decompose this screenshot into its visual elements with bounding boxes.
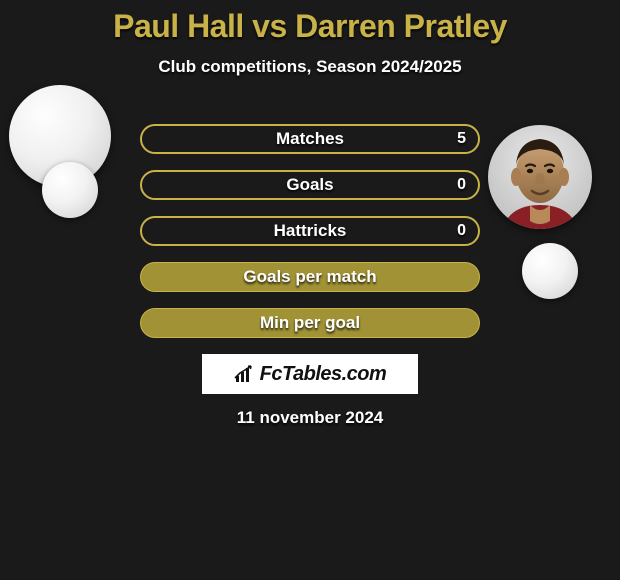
stat-row: Hattricks 0 [140,216,480,246]
club-right-badge [522,243,578,299]
club-left-badge [42,162,98,218]
subtitle: Club competitions, Season 2024/2025 [0,57,620,77]
stat-label: Matches [276,129,344,149]
date-text: 11 november 2024 [0,408,620,428]
player-right-avatar [488,125,592,229]
stat-row: Goals 0 [140,170,480,200]
stat-row: Goals per match [140,262,480,292]
stat-bars: Matches 5 Goals 0 Hattricks 0 Goals per match M… [140,124,480,354]
stat-label: Hattricks [274,221,347,241]
stat-right-value: 0 [457,222,466,240]
stat-row: Min per goal [140,308,480,338]
stat-label: Goals [286,175,333,195]
stat-right-value: 5 [457,130,466,148]
stat-label: Goals per match [243,267,376,287]
logo-text: FcTables.com [260,363,387,386]
stat-row: Matches 5 [140,124,480,154]
fctables-logo: FcTables.com [202,354,418,394]
stat-right-value: 0 [457,176,466,194]
stat-label: Min per goal [260,313,360,333]
page-title: Paul Hall vs Darren Pratley [0,0,620,45]
bar-chart-icon [234,364,256,384]
